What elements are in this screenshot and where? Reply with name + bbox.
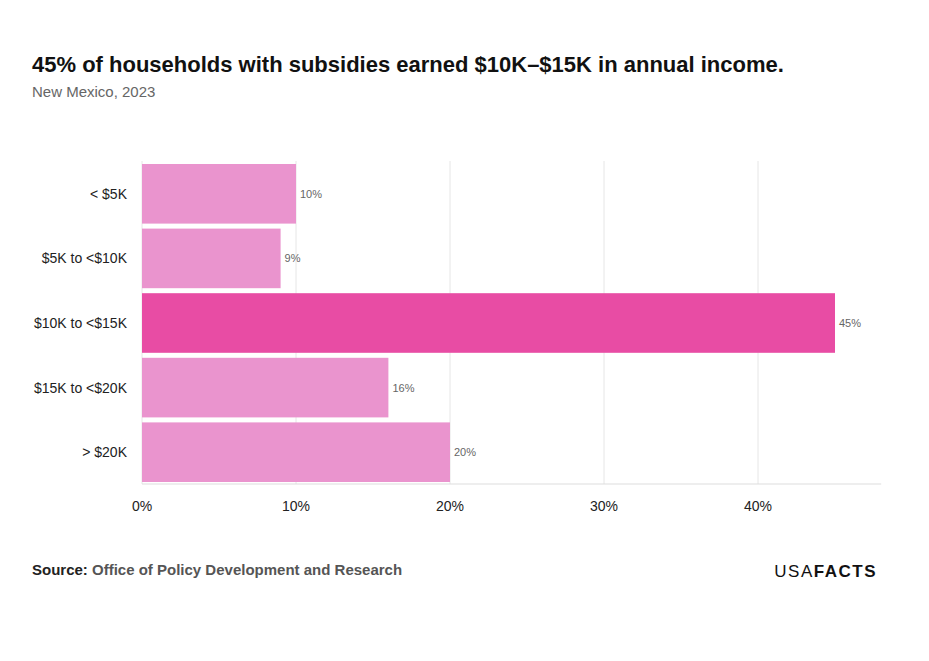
bars [142,164,835,482]
bar [142,358,388,418]
data-label: 20% [454,446,476,458]
data-label: 10% [300,188,322,200]
title: 45% of households with subsidies earned … [32,52,784,77]
bar [142,293,835,353]
logo: USAFACTS [774,562,877,581]
logo-part: FACTS [814,562,877,581]
chart: 45% of households with subsidies earned … [0,0,929,661]
axis-line [142,484,881,485]
data-label: 16% [392,382,414,394]
tick-label: 0% [132,498,152,514]
category-label: $15K to <$20K [34,380,128,396]
logo-part: USA [774,562,813,581]
data-label: 9% [285,252,301,264]
data-label: 45% [839,317,861,329]
bar [142,229,281,289]
tick-label: 30% [590,498,618,514]
tick-label: 40% [744,498,772,514]
bar [142,164,296,224]
source-label: Source: [32,561,92,578]
tick-label: 20% [436,498,464,514]
subtitle: New Mexico, 2023 [32,83,155,100]
category-label: $10K to <$15K [34,315,128,331]
category-label: > $20K [82,444,127,460]
category-label: < $5K [90,186,128,202]
category-label: $5K to <$10K [42,250,128,266]
source-text: Office of Policy Development and Researc… [92,561,402,578]
bar [142,422,450,482]
tick-label: 10% [282,498,310,514]
source: Source: Office of Policy Development and… [32,561,402,578]
